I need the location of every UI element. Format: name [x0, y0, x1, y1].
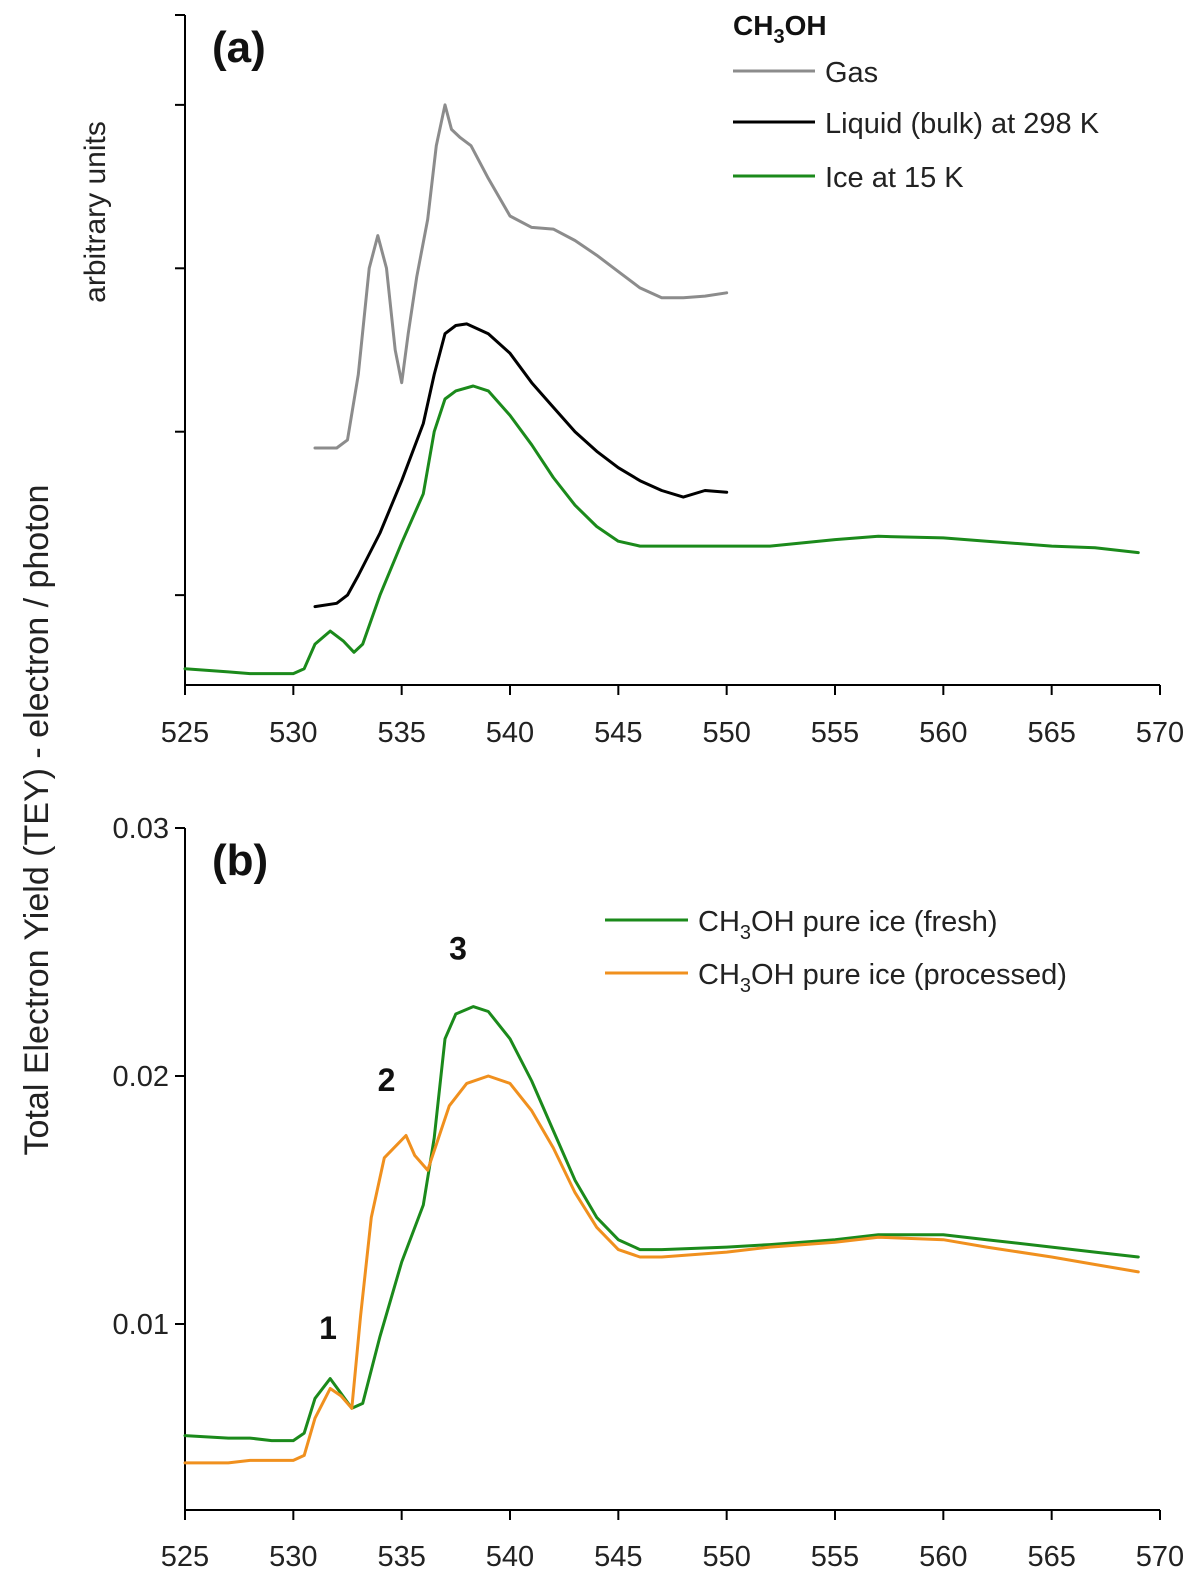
x-tick-label: 535: [377, 717, 425, 749]
panel-a-legend-title: CH3OH: [733, 10, 827, 48]
x-tick-label: 540: [486, 1541, 534, 1573]
series-line-ch3oh-pure-ice-fresh: [183, 1005, 1140, 1443]
x-tick-label: 525: [161, 717, 209, 749]
x-tick-label: 535: [377, 1541, 425, 1573]
series-line-ice-at-15-k: [183, 384, 1140, 676]
shared-y-axis-label: Total Electron Yield (TEY) - electron / …: [18, 485, 56, 1156]
peak-label-2: 2: [378, 1062, 396, 1098]
x-tick-label: 570: [1136, 1541, 1184, 1573]
panel-a: 525 530 535 540 545 550 555 560 565 570 (a) arbit…: [79, 10, 1184, 749]
panel-a-legend: CH3OH Gas Liquid (bulk) at 298 K Ice at …: [733, 10, 1100, 194]
x-tick-label: 555: [811, 717, 859, 749]
legend-label-liquid: Liquid (bulk) at 298 K: [825, 108, 1100, 140]
x-tick-label: 565: [1027, 717, 1075, 749]
x-tick-label: 560: [919, 1541, 967, 1573]
series-line-gas: [313, 103, 729, 450]
panel-b-y-ticks: 0.01 0.02 0.03: [113, 813, 185, 1341]
x-tick-label: 560: [919, 717, 967, 749]
panel-b-legend: CH3OH pure ice (fresh) CH3OH pure ice (p…: [605, 906, 1067, 997]
panel-b-label: (b): [212, 836, 268, 885]
panel-b-series: [183, 1005, 1140, 1465]
legend-label-gas: Gas: [825, 57, 878, 89]
y-tick-label: 0.03: [113, 813, 169, 845]
panel-b-x-ticks: 525 530 535 540 545 550 555 560 565 570: [161, 1510, 1184, 1573]
series-line-liquid-bulk-at-298-k: [313, 322, 729, 609]
x-tick-label: 530: [269, 1541, 317, 1573]
x-tick-label: 545: [594, 1541, 642, 1573]
panel-b: 0.01 0.02 0.03 525 530 535 540 545 550 555 560 565…: [113, 813, 1185, 1573]
x-tick-label: 545: [594, 717, 642, 749]
panel-a-y-ticks: [175, 14, 185, 597]
peak-label-3: 3: [449, 930, 467, 966]
x-tick-label: 540: [486, 717, 534, 749]
x-tick-label: 570: [1136, 717, 1184, 749]
legend-label-processed: CH3OH pure ice (processed): [698, 959, 1067, 997]
panel-a-series: [183, 103, 1140, 676]
panel-a-y-axis-label: arbitrary units: [79, 121, 112, 303]
panel-b-peak-labels: 1 2 3: [319, 930, 467, 1345]
series-line-ch3oh-pure-ice-processed: [183, 1074, 1140, 1465]
y-tick-label: 0.02: [113, 1061, 169, 1093]
x-tick-label: 550: [702, 1541, 750, 1573]
y-tick-label: 0.01: [113, 1309, 169, 1341]
x-tick-label: 525: [161, 1541, 209, 1573]
x-tick-label: 565: [1027, 1541, 1075, 1573]
peak-label-1: 1: [319, 1310, 337, 1346]
x-tick-label: 550: [702, 717, 750, 749]
panel-a-x-ticks: 525 530 535 540 545 550 555 560 565 570: [161, 685, 1184, 749]
x-tick-label: 530: [269, 717, 317, 749]
panel-a-label: (a): [212, 23, 266, 72]
legend-label-ice: Ice at 15 K: [825, 162, 964, 194]
x-tick-label: 555: [811, 1541, 859, 1573]
legend-label-fresh: CH3OH pure ice (fresh): [698, 906, 998, 944]
